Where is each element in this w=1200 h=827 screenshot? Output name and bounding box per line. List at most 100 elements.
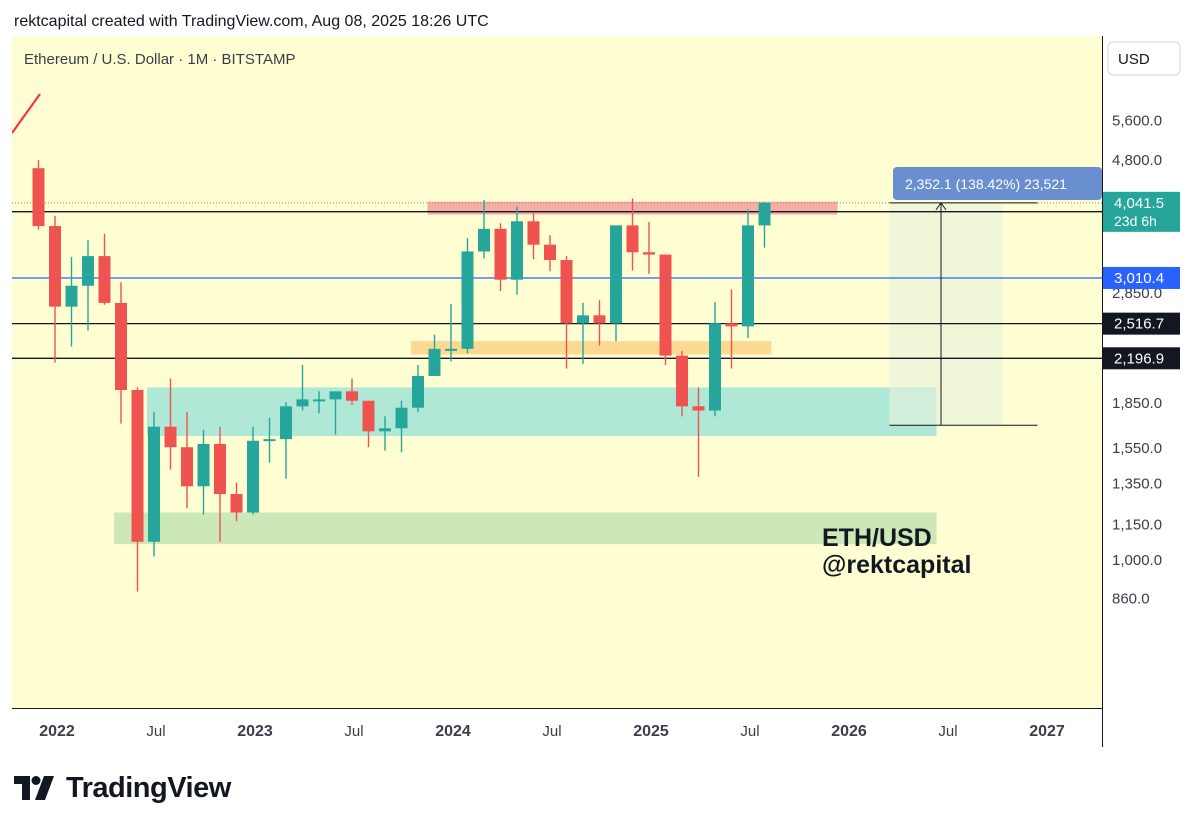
price-badge-2,516.7: 2,516.7: [1103, 312, 1180, 335]
candle-2023-06[interactable]: [329, 391, 342, 435]
candle-2022-08[interactable]: [164, 378, 177, 470]
tradingview-logo[interactable]: TradingView: [14, 772, 231, 805]
candle-2024-01[interactable]: [445, 303, 457, 362]
candle-2024-06[interactable]: [527, 213, 540, 260]
price-tick-label: 1,000.0: [1112, 552, 1162, 569]
time-tick-label: 2024: [435, 723, 471, 740]
candle-2024-12[interactable]: [626, 198, 639, 271]
candle-2024-05[interactable]: [511, 206, 523, 295]
candle-body: [230, 494, 243, 513]
chart-container[interactable]: 860.0 1,000.0 1,150.0 1,350.0 1,550.0 1,850.0…: [11, 36, 1188, 747]
price-badge-box: [1103, 266, 1180, 289]
candle-2023-02[interactable]: [263, 417, 276, 463]
candle-2022-10[interactable]: [197, 429, 210, 515]
current-price-badge-box: [1103, 191, 1180, 232]
price-chart[interactable]: 860.0 1,000.0 1,150.0 1,350.0 1,550.0 1,850.0…: [11, 36, 1188, 747]
candle-body: [511, 221, 523, 280]
measure-label-box: [893, 167, 1102, 200]
candle-body: [577, 315, 589, 324]
countdown-label: 23d 6h: [1114, 213, 1157, 229]
candle-2022-03[interactable]: [82, 240, 94, 331]
measure-label-text: 2,352.1 (138.42%) 23,521: [905, 176, 1067, 192]
candle-2023-07[interactable]: [346, 378, 358, 405]
currency-button[interactable]: USD: [1107, 41, 1181, 76]
candle-2022-05[interactable]: [115, 282, 127, 424]
candle-2023-08[interactable]: [362, 400, 375, 448]
candle-body: [412, 375, 424, 408]
candles: [32, 160, 771, 592]
candle-body: [725, 323, 738, 327]
candle-2024-08[interactable]: [560, 256, 573, 369]
candle-2025-02[interactable]: [659, 254, 672, 365]
time-tick-label: Jul: [542, 723, 561, 740]
time-tick-label: 2025: [633, 723, 669, 740]
candle-2022-07[interactable]: [148, 411, 160, 557]
candle-body: [362, 400, 375, 432]
price-tick-label: 5,600.0: [1112, 113, 1162, 130]
candle-body: [280, 406, 292, 440]
candle-2023-11[interactable]: [412, 364, 424, 412]
candle-body: [329, 391, 342, 400]
candle-2024-10[interactable]: [593, 300, 606, 346]
price-badge-text: 2,196.9: [1114, 350, 1164, 367]
candle-2024-11[interactable]: [610, 225, 622, 342]
candle-2023-03[interactable]: [280, 402, 292, 479]
candle-2025-01[interactable]: [643, 221, 655, 274]
candle-2025-05[interactable]: [709, 301, 721, 417]
red-trend-line[interactable]: [11, 93, 41, 134]
price-badge-2,196.9: 2,196.9: [1103, 347, 1180, 370]
candle-2023-01[interactable]: [247, 426, 259, 515]
candle-body: [263, 439, 276, 442]
candle-2025-04[interactable]: [692, 387, 705, 477]
candle-2022-06[interactable]: [131, 387, 144, 592]
candle-2023-04[interactable]: [296, 364, 309, 411]
candle-2022-11[interactable]: [214, 426, 226, 542]
candle-2024-02[interactable]: [461, 238, 474, 354]
price-scale[interactable]: [1102, 36, 1188, 747]
candle-body: [445, 348, 457, 351]
candle-2022-12[interactable]: [230, 482, 243, 522]
time-tick-label: Jul: [146, 723, 165, 740]
candle-2023-05[interactable]: [313, 391, 325, 414]
candle-2025-03[interactable]: [676, 351, 688, 417]
price-tick-label: 4,800.0: [1112, 152, 1162, 169]
candle-2025-07[interactable]: [742, 209, 754, 338]
candle-body: [115, 302, 127, 391]
candle-2023-09[interactable]: [379, 416, 391, 451]
watermark-author: @rektcapital: [822, 551, 971, 579]
candle-body: [494, 228, 507, 280]
candle-body: [379, 428, 391, 432]
candle-body: [478, 228, 490, 252]
measure-tool: [889, 201, 1038, 426]
candle-2021-12[interactable]: [32, 160, 45, 230]
time-tick-label: Jul: [740, 723, 759, 740]
candle-2023-12[interactable]: [428, 334, 441, 376]
watermark-title: ETH/USD: [822, 524, 932, 552]
time-scale[interactable]: [12, 708, 1102, 747]
candle-body: [49, 226, 61, 307]
candle-2023-10[interactable]: [395, 400, 408, 453]
candle-body: [560, 260, 573, 324]
candle-2022-09[interactable]: [181, 411, 193, 509]
measure-arrow-icon: [935, 201, 947, 211]
measure-area: [889, 202, 1003, 426]
candle-2024-03[interactable]: [478, 199, 490, 259]
price-tick-label: 860.0: [1112, 590, 1150, 607]
currency-button-label: USD: [1118, 51, 1150, 68]
candle-2024-09[interactable]: [577, 302, 589, 364]
chart-header: rektcapital created with TradingView.com…: [14, 13, 489, 30]
candle-2024-07[interactable]: [544, 235, 556, 272]
candle-2025-06[interactable]: [725, 289, 738, 369]
time-tick-label: 2023: [237, 723, 273, 740]
candle-2024-04[interactable]: [494, 223, 507, 292]
candle-2022-01[interactable]: [49, 215, 61, 363]
candle-2025-08[interactable]: [758, 202, 771, 248]
candle-body: [395, 407, 408, 429]
candle-body: [742, 225, 754, 327]
candle-2022-04[interactable]: [98, 233, 111, 305]
currency-button-box[interactable]: [1107, 41, 1181, 76]
measure-label[interactable]: 2,352.1 (138.42%) 23,521: [893, 167, 1102, 200]
time-tick-label: 2026: [831, 723, 867, 740]
candle-2022-02[interactable]: [65, 256, 78, 347]
